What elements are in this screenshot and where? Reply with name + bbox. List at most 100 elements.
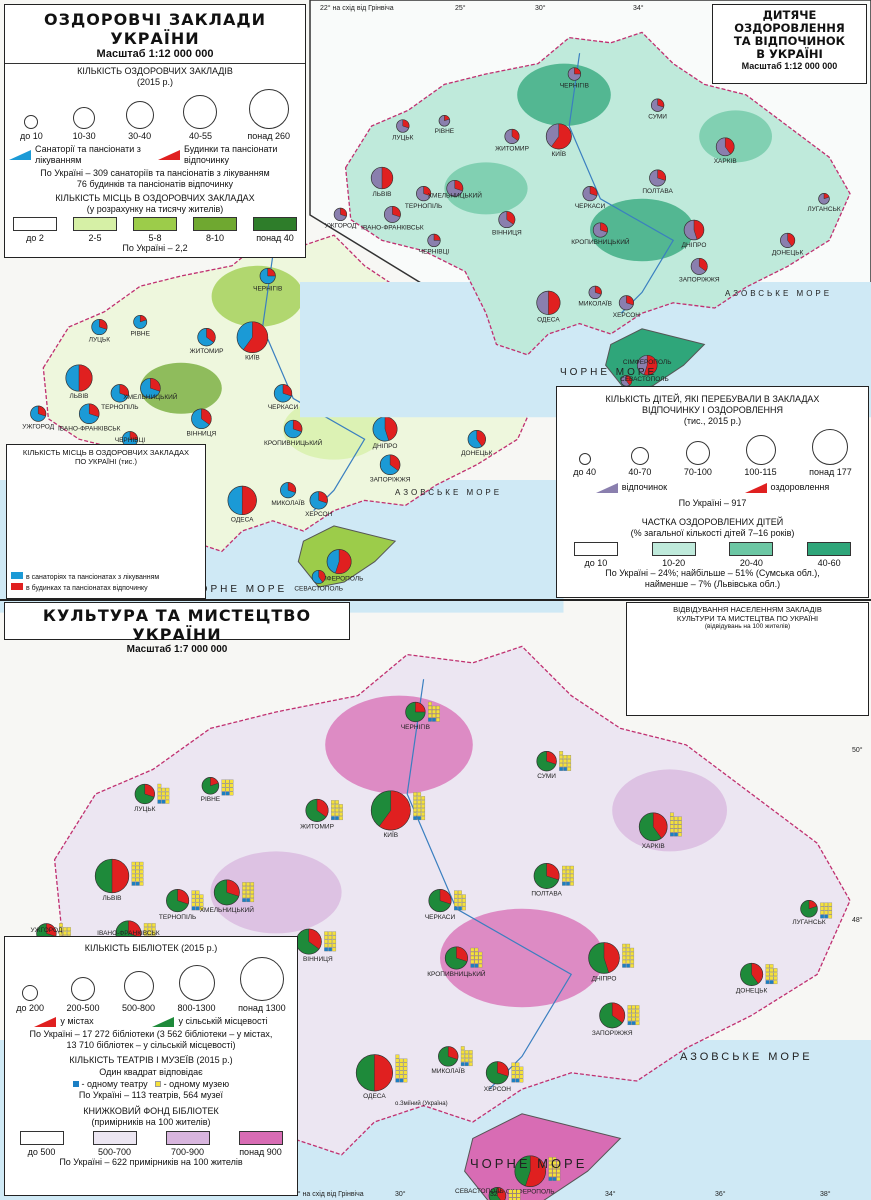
class-legend-item: 10-20 (651, 542, 696, 568)
city-label: ДНІПРО (373, 443, 398, 450)
museum-square (242, 882, 247, 887)
museum-square (670, 820, 674, 825)
pie-slice (282, 384, 293, 397)
city-label: ЧЕРКАСИ (425, 914, 456, 921)
city-label: КРОПИВНИЦЬКИЙ (264, 438, 323, 447)
legend-heading: КІЛЬКІСТЬ БІБЛІОТЕК (2015 р.) (84, 943, 218, 953)
legend-label: 200-500 (66, 1003, 100, 1013)
museum-square (552, 1157, 557, 1161)
museum-square (635, 1021, 640, 1026)
legend-label: 100-115 (744, 467, 777, 477)
museum-square (458, 890, 462, 895)
size-legend-item: до 40 (573, 453, 596, 477)
circle-icon (578, 453, 591, 465)
museum-square (824, 910, 829, 915)
theatre-square (324, 947, 329, 952)
museum-square (199, 894, 204, 899)
museum-square (403, 1074, 408, 1079)
city-label: ЛУГАНСЬК (792, 919, 825, 926)
sea-label-azov: АЗОВСЬКЕ МОРЕ (680, 1051, 813, 1063)
pie-slice (210, 777, 219, 787)
pie-slice (99, 319, 108, 330)
city-label: ХМЕЛЬНИЦЬКИЙ (200, 905, 255, 914)
museum-square (165, 787, 170, 792)
museum-square (191, 894, 196, 899)
total-text: 13 710 бібліотек – у сільській місцевост… (66, 1040, 236, 1050)
city-label: СУМИ (537, 773, 556, 780)
chart-title: ВІДВІДУВАННЯ НАСЕЛЕННЯМ ЗАКЛАДІВ (673, 605, 822, 614)
museum-square (428, 709, 432, 714)
museum-square (678, 824, 682, 829)
museum-square-icon (155, 1081, 162, 1087)
museum-square (147, 923, 152, 928)
pie-slice (551, 123, 572, 150)
legend-rest-homes: Будинки та пансіонати відпочинку (158, 144, 301, 166)
pie-slice (439, 889, 452, 905)
museum-square (678, 828, 682, 833)
legend-subheading: (примірників на 100 жителів) (91, 1117, 211, 1127)
museum-square (428, 701, 432, 706)
theatre-square (824, 914, 829, 919)
total-text: По Україні – 622 примірників на 100 жите… (59, 1157, 243, 1167)
places-chart-box: КІЛЬКІСТЬ МІСЦЬ В ОЗДОРОВЧИХ ЗАКЛАДАХ ПО… (6, 444, 206, 599)
theatre-square (195, 906, 200, 911)
legend-heading: КІЛЬКІСТЬ ТЕАТРІВ І МУЗЕЇВ (2015 р.) (69, 1055, 233, 1065)
museum-square (395, 1062, 400, 1067)
pie-slice (808, 900, 818, 910)
museum-square (462, 906, 466, 911)
museum-square (627, 1009, 632, 1014)
legend-rural: у сільській місцевості (152, 1016, 268, 1027)
city-label: СІМФЕРОПОЛЬ (506, 1189, 555, 1196)
legend-label: - одному театру (81, 1079, 148, 1089)
museum-square (413, 808, 418, 813)
health-scale: Масштаб 1:12 000 000 (96, 48, 214, 60)
size-legend-item: понад 260 (247, 89, 290, 141)
city-label: СІМФЕРОПОЛЬ (623, 359, 672, 366)
city-label: ЛЬВІВ (102, 895, 121, 902)
size-legend-item: понад 1300 (238, 957, 286, 1013)
museum-square (559, 759, 564, 763)
museum-square (421, 812, 426, 817)
health-title: ОЗДОРОВЧІ ЗАКЛАДИ УКРАЇНИ (44, 10, 266, 48)
museum-square (165, 799, 170, 804)
museum-square (622, 959, 627, 964)
total-text: По Україні – 24%; найбільше – 51% (Сумсь… (605, 568, 820, 578)
museum-square (147, 927, 152, 932)
city-label: ДНІПРО (682, 242, 707, 249)
circle-icon (239, 957, 284, 1001)
city-label: ЧЕРНІВЦІ (115, 437, 146, 444)
pie-slice (603, 942, 620, 973)
city-label: ІВАНО-ФРАНКІВСЬК (97, 930, 160, 937)
color-swatch (13, 217, 57, 231)
city-label: КИЇВ (383, 831, 398, 839)
museum-square (773, 972, 778, 977)
pie-slice (657, 169, 666, 181)
museum-square (135, 861, 140, 866)
city-label: ЛУГАНСЬК (807, 206, 840, 213)
city-label: ХАРКІВ (642, 843, 665, 850)
title-line: ДИТЯЧЕ (762, 8, 817, 22)
city-label: ЖИТОМИР (300, 824, 334, 831)
region-shade (211, 265, 304, 327)
museum-square (151, 923, 156, 928)
legend-label: Будинки та пансіонати відпочинку (184, 144, 278, 165)
theatre-square (563, 767, 568, 771)
museum-square (165, 795, 170, 800)
museum-square (413, 804, 418, 809)
legend-label: 40-55 (188, 131, 212, 141)
museum-square (769, 964, 774, 969)
theatre-square (515, 1078, 520, 1083)
color-swatch (729, 542, 774, 556)
legend-heading: ЧАСТКА ОЗДОРОВЛЕНИХ ДІТЕЙ (641, 517, 784, 527)
museum-square (631, 1005, 636, 1010)
theatre-square (548, 1177, 553, 1181)
museum-square (199, 902, 204, 907)
pie-slice (724, 137, 735, 155)
legend-heading: КІЛЬКІСТЬ ОЗДОРОВЧИХ ЗАКЛАДІВ (77, 66, 233, 76)
museum-square (413, 812, 418, 817)
latitude-label: 50° (852, 746, 863, 754)
legend-label: 2-5 (88, 233, 102, 243)
city-label: ДОНЕЦЬК (772, 250, 804, 257)
region-shade (590, 198, 694, 262)
museum-square (436, 709, 440, 714)
